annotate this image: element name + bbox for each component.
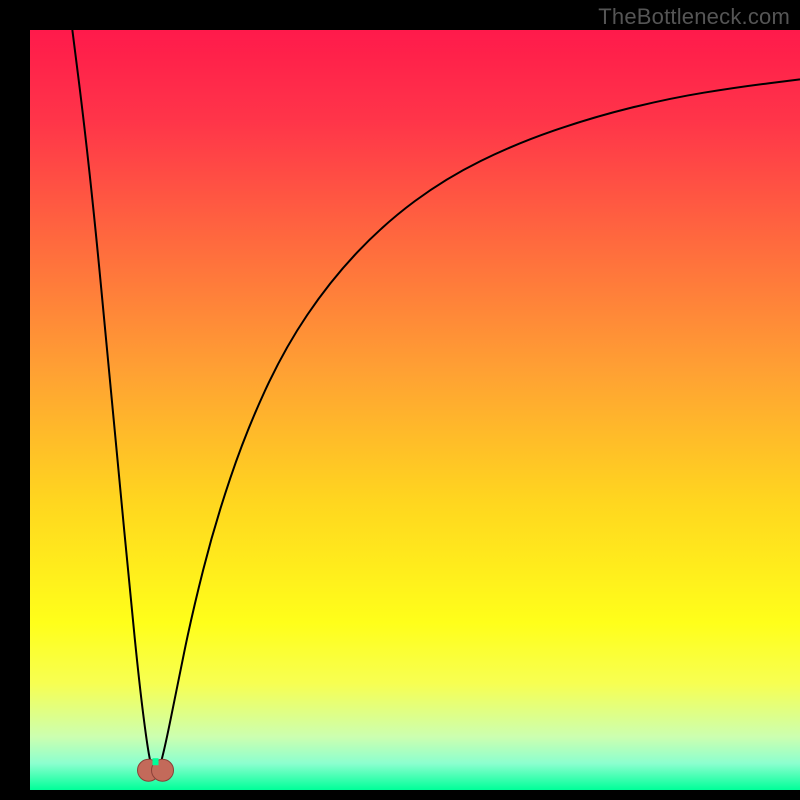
heat-gradient-background [30,30,800,790]
bottleneck-chart [30,30,800,790]
optimal-point-marker [138,758,174,781]
watermark-text: TheBottleneck.com [598,4,790,30]
